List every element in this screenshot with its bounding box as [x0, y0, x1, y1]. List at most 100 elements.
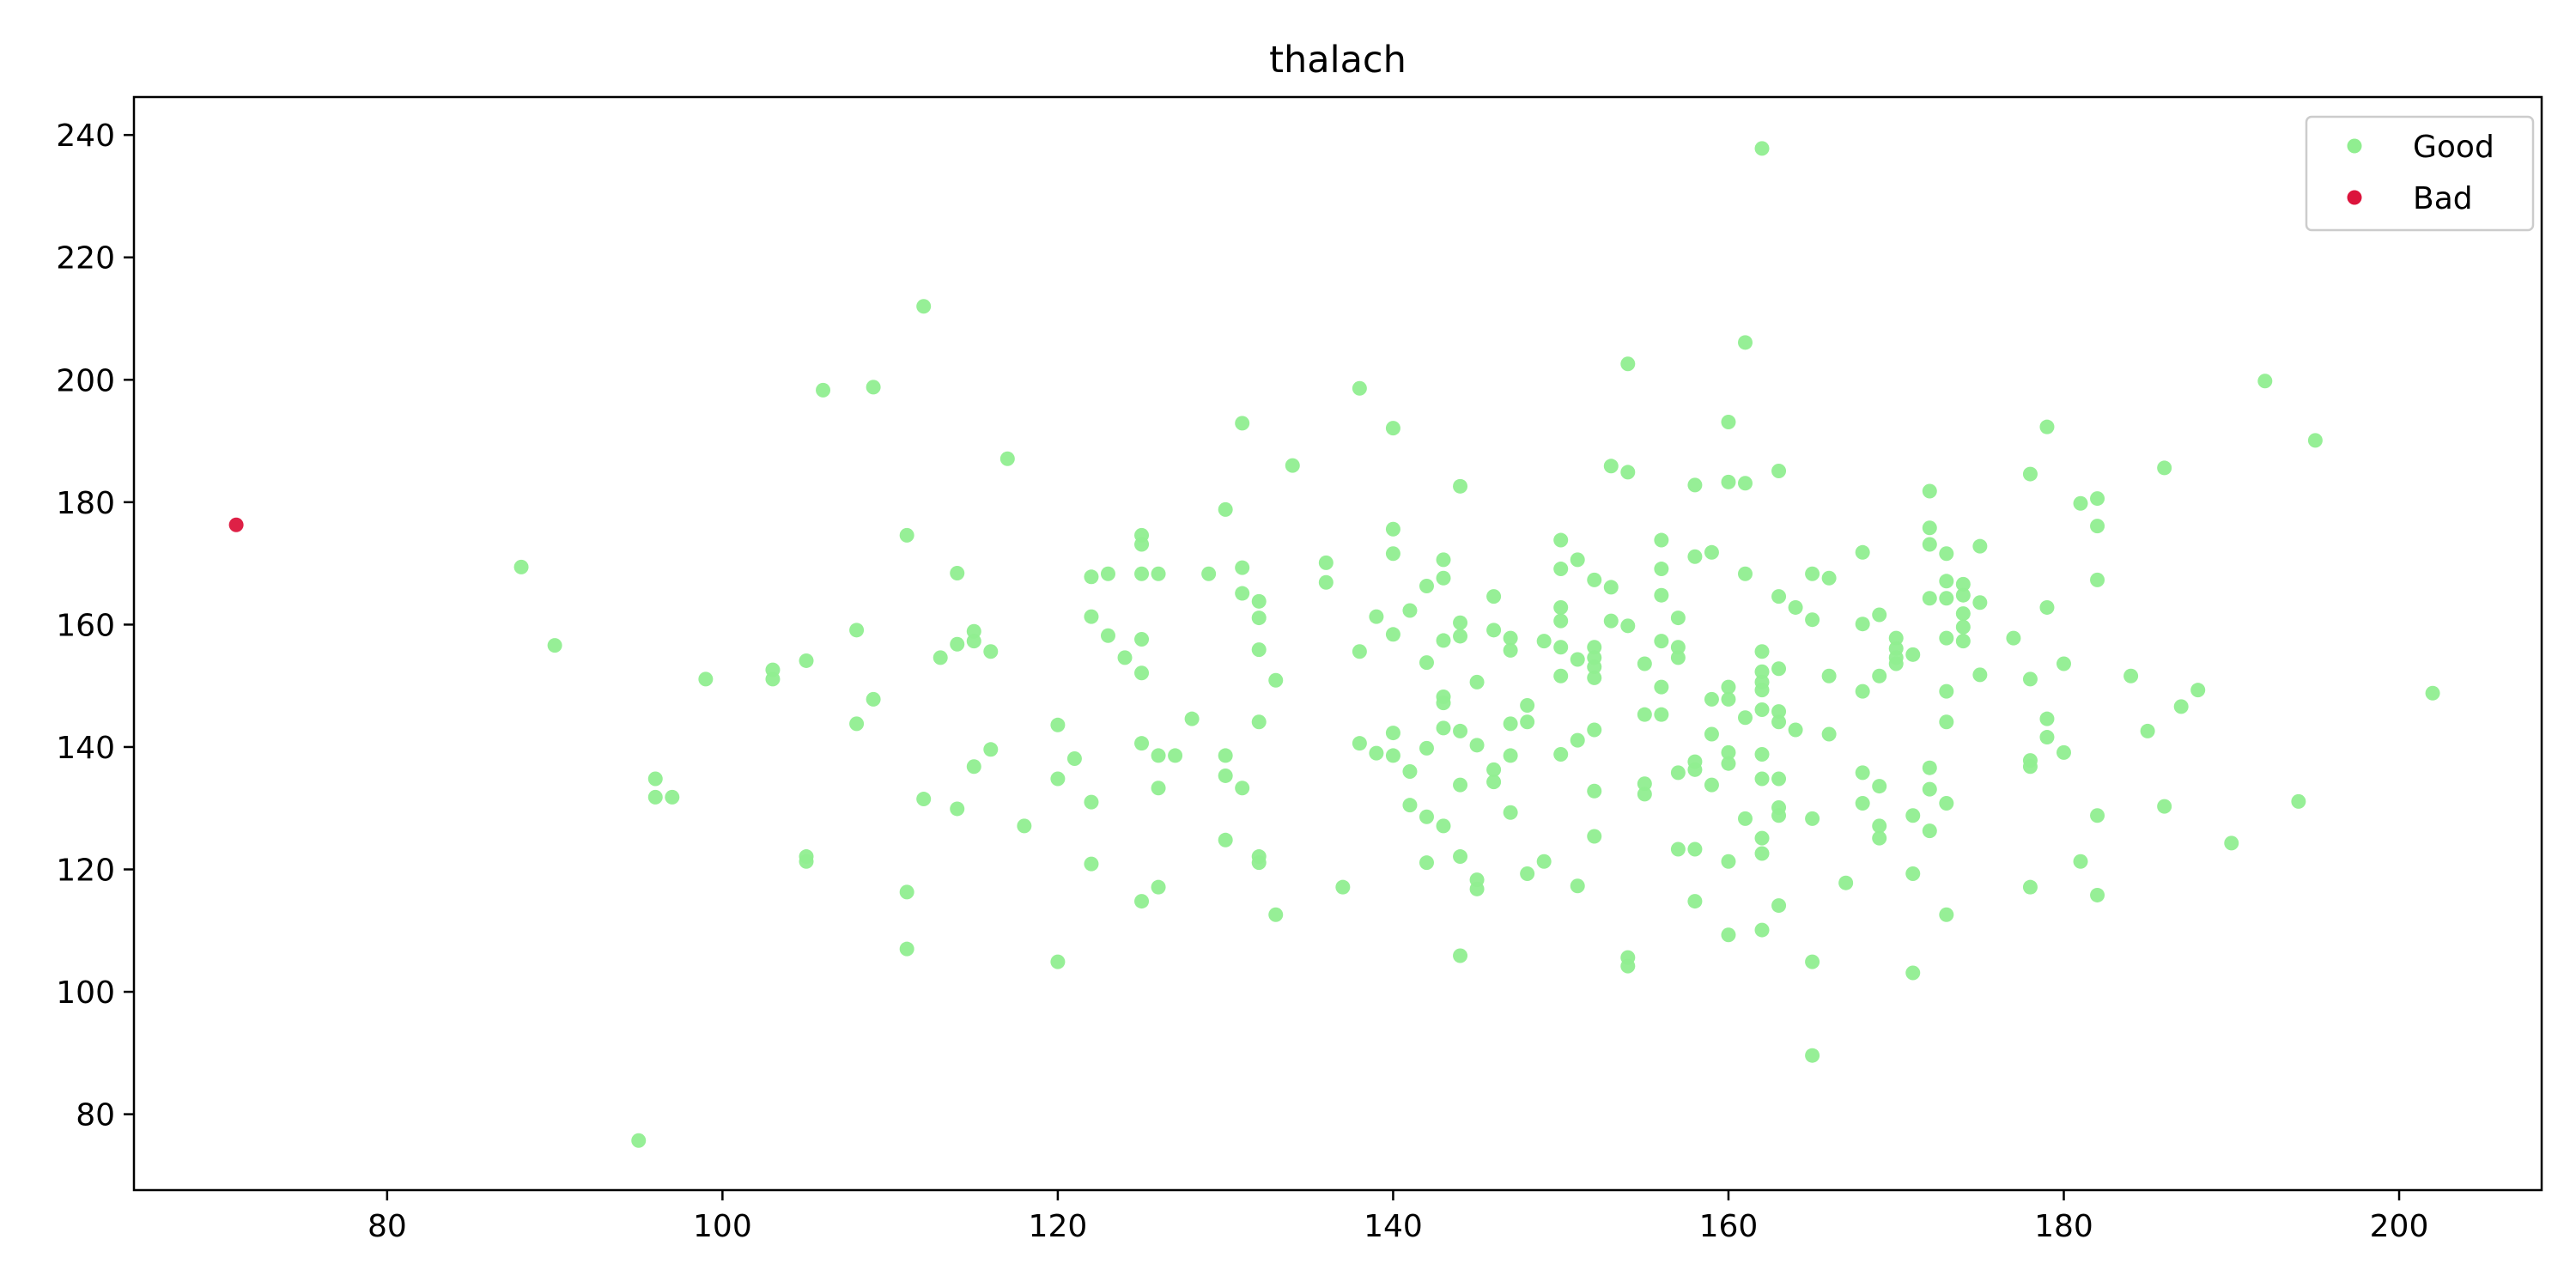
- point-good-188: [1721, 927, 1736, 943]
- x-tick-label: 140: [1364, 1209, 1423, 1244]
- point-good-42: [1100, 628, 1115, 643]
- point-good-128: [1536, 854, 1552, 869]
- point-good-79: [1352, 644, 1367, 659]
- point-good-165: [1654, 707, 1669, 722]
- point-good-56: [1184, 711, 1200, 726]
- point-good-29: [983, 644, 999, 659]
- point-good-171: [1687, 477, 1703, 493]
- point-good-123: [1503, 805, 1518, 820]
- y-tick-label: 120: [56, 854, 115, 889]
- point-good-219: [1805, 954, 1820, 969]
- point-good-170: [1670, 841, 1686, 857]
- point-good-226: [1855, 617, 1870, 632]
- point-good-58: [1218, 501, 1233, 517]
- point-good-1: [547, 638, 562, 653]
- point-good-31: [999, 451, 1015, 466]
- point-good-212: [1771, 808, 1787, 823]
- point-good-158: [1637, 776, 1652, 792]
- point-good-93: [1419, 655, 1434, 671]
- point-good-16: [866, 691, 881, 707]
- point-good-200: [1754, 747, 1770, 762]
- point-good-235: [1888, 630, 1904, 646]
- point-good-35: [1050, 954, 1066, 969]
- point-good-189: [1737, 335, 1753, 350]
- point-good-285: [2123, 668, 2139, 683]
- point-good-124: [1520, 697, 1535, 713]
- point-good-185: [1721, 744, 1736, 760]
- point-good-139: [1570, 878, 1585, 894]
- point-good-133: [1553, 640, 1569, 655]
- point-good-85: [1385, 546, 1400, 562]
- point-good-155: [1620, 958, 1636, 974]
- point-good-40: [1084, 856, 1099, 872]
- point-good-39: [1084, 794, 1099, 810]
- point-good-283: [2090, 808, 2105, 823]
- legend-label-bad: Bad: [2413, 181, 2473, 216]
- point-good-172: [1687, 549, 1703, 564]
- point-good-61: [1218, 832, 1233, 848]
- point-good-229: [1855, 796, 1870, 811]
- x-tick-label: 180: [2034, 1209, 2093, 1244]
- point-good-289: [2173, 699, 2189, 714]
- point-good-129: [1553, 532, 1569, 548]
- point-good-141: [1587, 640, 1602, 655]
- point-good-287: [2157, 460, 2172, 476]
- point-good-282: [2090, 572, 2105, 587]
- point-good-224: [1838, 875, 1854, 890]
- point-good-274: [2039, 711, 2055, 726]
- point-good-187: [1721, 854, 1736, 869]
- point-good-288: [2157, 799, 2172, 814]
- point-good-241: [1905, 866, 1921, 881]
- point-good-162: [1654, 587, 1669, 603]
- point-good-210: [1771, 771, 1787, 787]
- y-tick-label: 180: [56, 486, 115, 521]
- point-good-279: [2073, 854, 2088, 869]
- point-good-259: [1955, 587, 1971, 603]
- point-good-227: [1855, 683, 1870, 699]
- point-good-191: [1737, 566, 1753, 581]
- point-good-65: [1235, 781, 1250, 796]
- point-good-213: [1771, 898, 1787, 914]
- point-good-131: [1553, 599, 1569, 615]
- point-good-147: [1587, 829, 1602, 844]
- point-good-89: [1402, 603, 1418, 618]
- point-good-253: [1939, 630, 1954, 646]
- point-good-190: [1737, 476, 1753, 491]
- point-good-45: [1134, 537, 1150, 552]
- point-good-101: [1436, 696, 1451, 711]
- point-good-292: [2257, 374, 2273, 389]
- point-good-264: [1972, 595, 1988, 611]
- point-good-201: [1754, 771, 1770, 787]
- point-good-248: [1922, 781, 1937, 797]
- point-good-50: [1134, 894, 1150, 909]
- point-good-204: [1754, 922, 1770, 938]
- point-good-69: [1251, 714, 1267, 730]
- point-good-96: [1419, 855, 1434, 871]
- point-good-8: [765, 671, 781, 687]
- point-good-265: [1972, 667, 1988, 683]
- point-good-14: [849, 716, 865, 732]
- point-good-199: [1754, 702, 1770, 717]
- x-tick-label: 160: [1699, 1209, 1759, 1244]
- point-good-15: [866, 380, 881, 395]
- point-good-115: [1486, 589, 1502, 605]
- point-good-24: [950, 636, 965, 652]
- point-good-25: [950, 801, 965, 817]
- point-good-36: [1066, 751, 1082, 766]
- point-good-88: [1385, 748, 1400, 763]
- point-good-152: [1620, 465, 1636, 480]
- point-good-103: [1436, 818, 1451, 834]
- point-good-255: [1939, 714, 1954, 730]
- point-good-68: [1251, 642, 1267, 658]
- point-good-107: [1453, 723, 1468, 738]
- point-good-11: [799, 854, 814, 869]
- point-good-144: [1587, 670, 1602, 685]
- point-good-112: [1469, 738, 1485, 753]
- point-good-268: [2022, 671, 2038, 687]
- point-good-46: [1134, 566, 1150, 581]
- point-good-290: [2190, 683, 2206, 698]
- point-good-250: [1939, 546, 1954, 562]
- legend-marker-bad: [2347, 190, 2362, 205]
- x-tick-label: 80: [368, 1209, 407, 1244]
